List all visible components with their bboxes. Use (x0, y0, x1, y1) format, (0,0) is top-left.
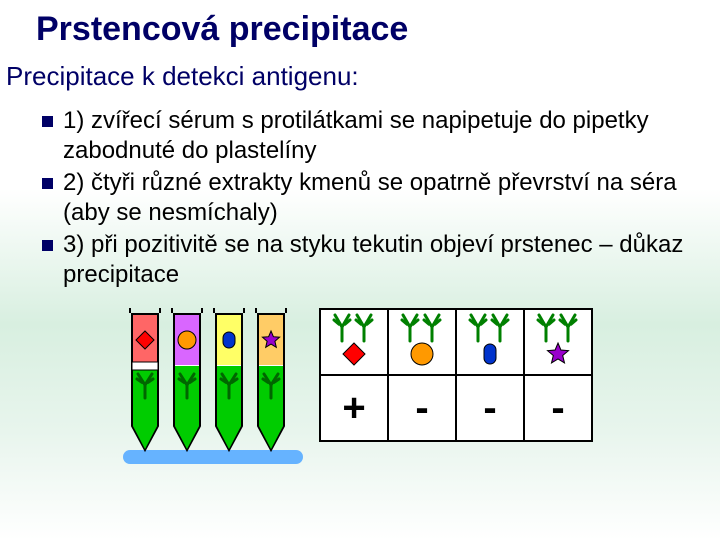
result-cell-antibody-shape (388, 309, 456, 375)
result-value: - (456, 375, 524, 441)
bullet-icon (42, 116, 53, 127)
tube-1 (127, 308, 163, 458)
list-item: 3) při pozitivitě se na styku tekutin ob… (42, 230, 700, 290)
table-row (320, 309, 592, 375)
tube-3 (211, 308, 247, 458)
bullet-text: 3) při pozitivitě se na styku tekutin ob… (63, 230, 700, 290)
result-cell-antibody-shape (524, 309, 592, 375)
result-value: + (320, 375, 388, 441)
bullet-text: 2) čtyři různé extrakty kmenů se opatrně… (63, 168, 700, 228)
bullet-icon (42, 240, 53, 251)
list-item: 2) čtyři různé extrakty kmenů se opatrně… (42, 168, 700, 228)
result-cell-antibody-shape (320, 309, 388, 375)
result-value: - (388, 375, 456, 441)
page-title: Prstencová precipitace (0, 10, 720, 49)
page-subtitle: Precipitace k detekci antigenu: (0, 61, 720, 92)
list-item: 1) zvířecí sérum s protilátkami se napip… (42, 106, 700, 166)
tube-4 (253, 308, 289, 458)
tubes-group (127, 308, 289, 458)
bullet-icon (42, 178, 53, 189)
diagram-area: + - - - (0, 308, 720, 458)
result-cell-antibody-shape (456, 309, 524, 375)
tube-2 (169, 308, 205, 458)
table-row: + - - - (320, 375, 592, 441)
bullet-list: 1) zvířecí sérum s protilátkami se napip… (0, 106, 720, 290)
results-table: + - - - (319, 308, 593, 442)
result-value: - (524, 375, 592, 441)
bullet-text: 1) zvířecí sérum s protilátkami se napip… (63, 106, 700, 166)
